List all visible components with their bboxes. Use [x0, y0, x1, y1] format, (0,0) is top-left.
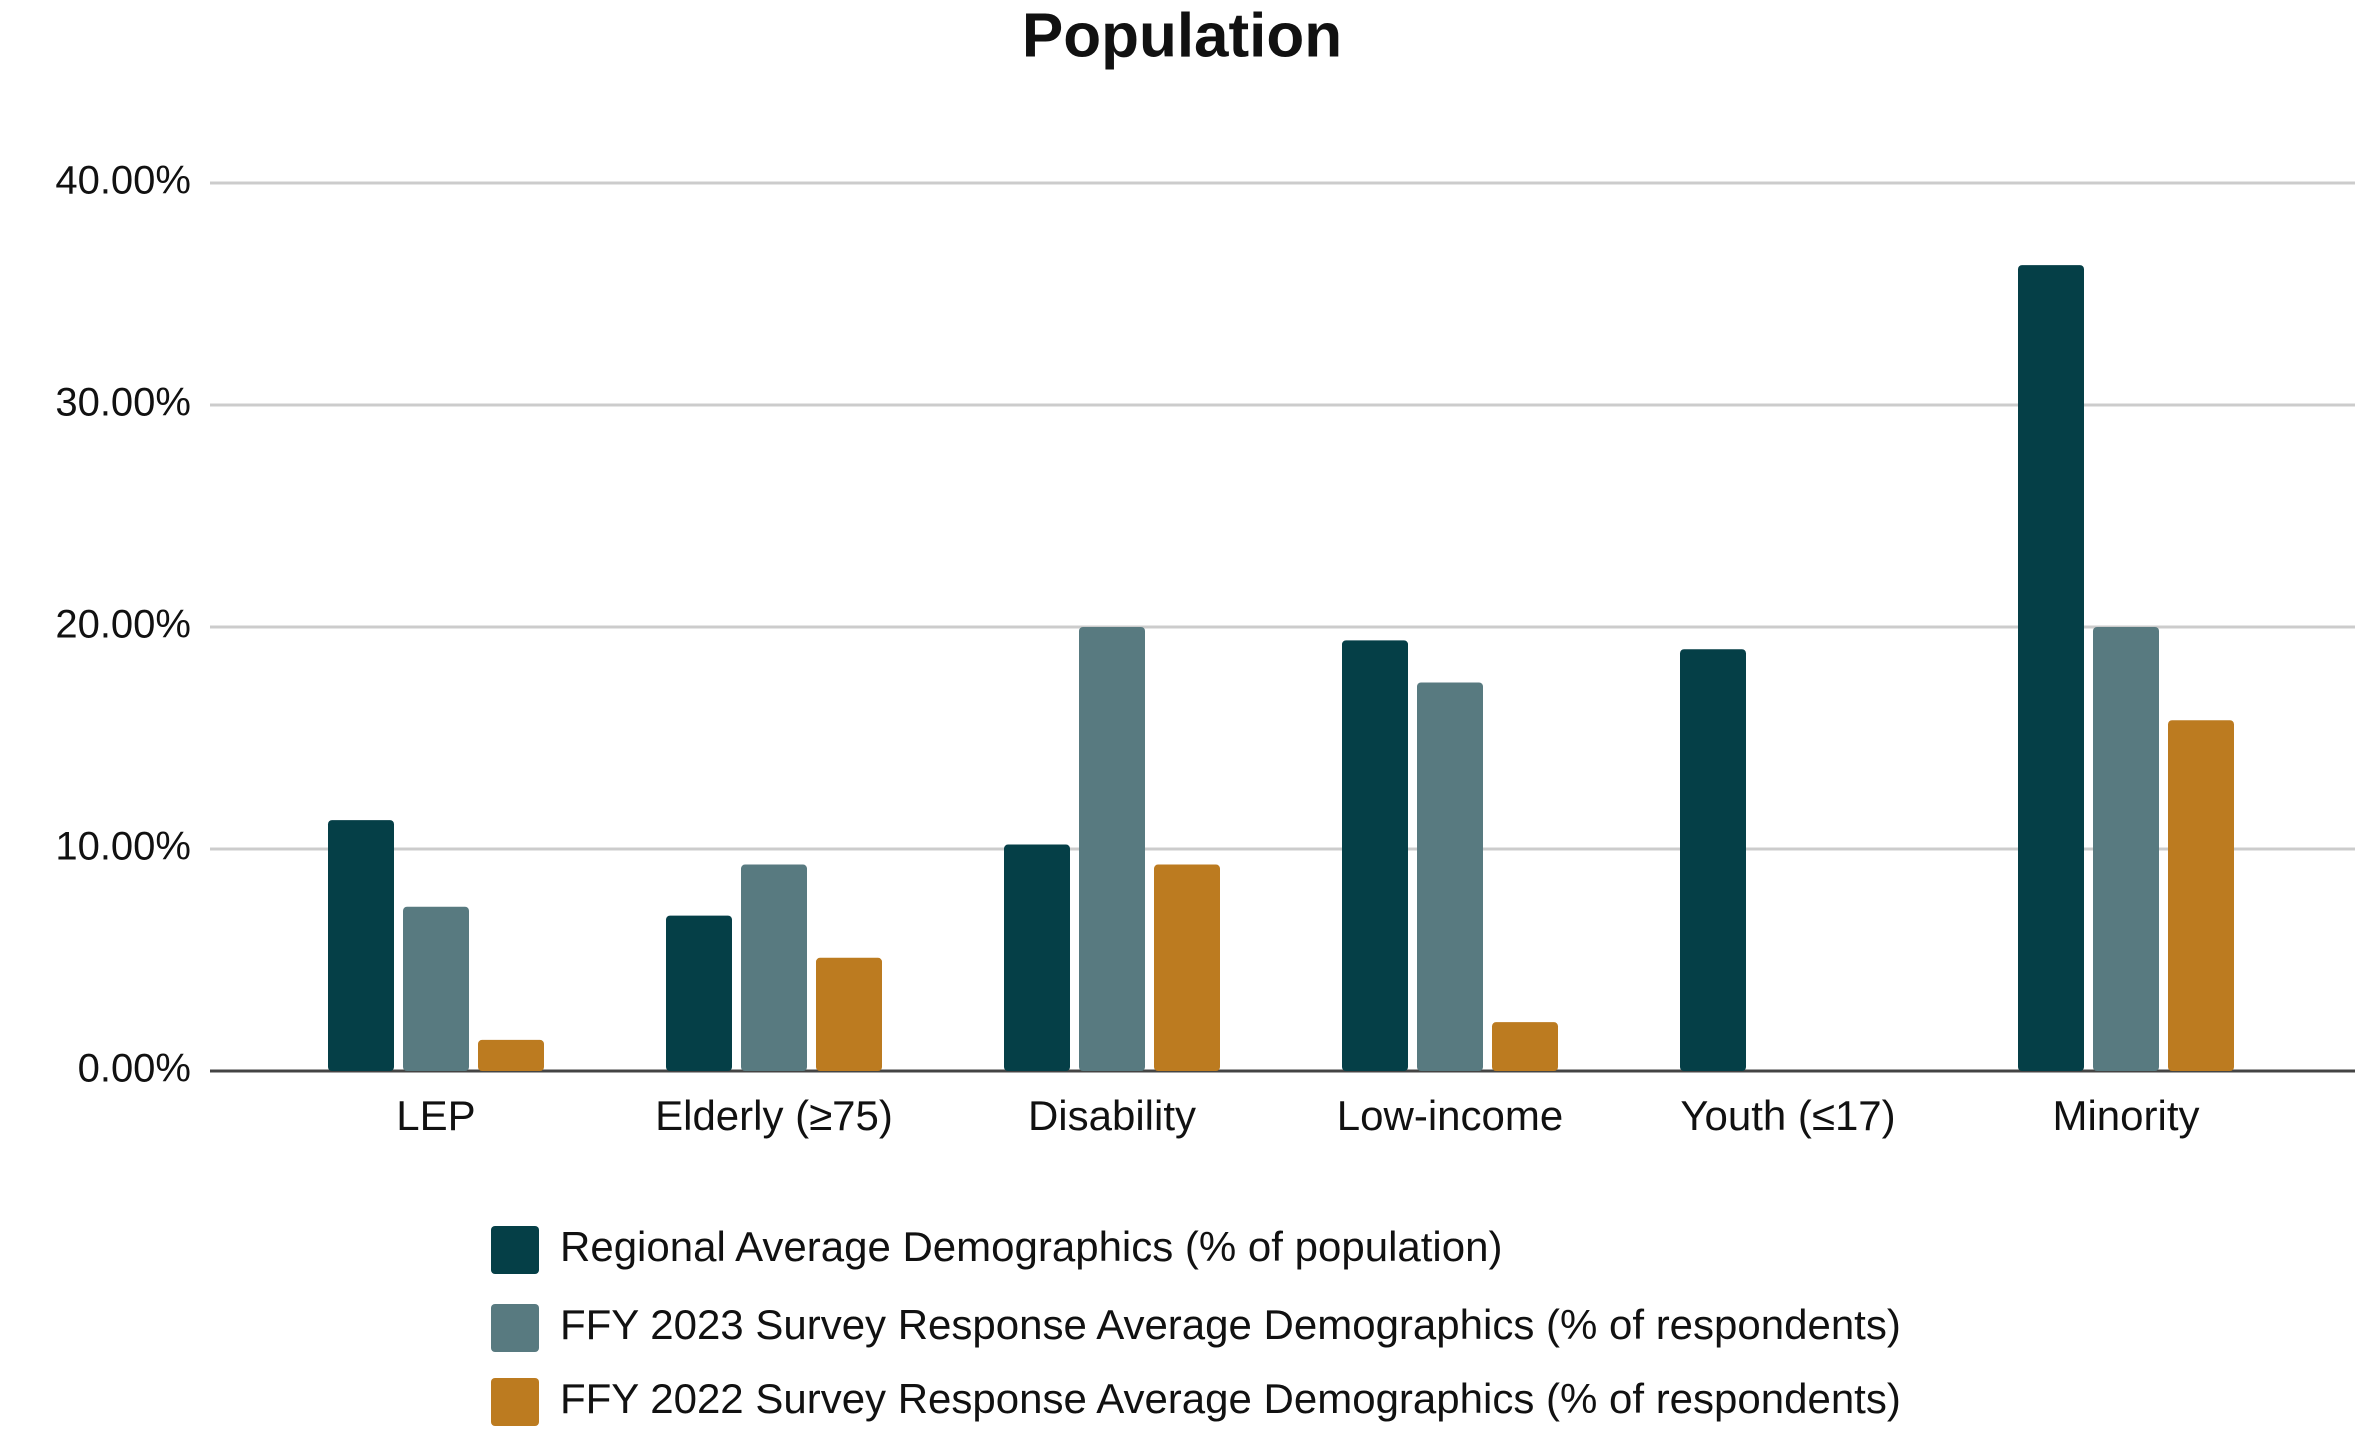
bar [1154, 864, 1220, 1071]
bar [2018, 265, 2084, 1071]
legend-label: Regional Average Demographics (% of popu… [560, 1223, 1502, 1270]
y-tick-label: 0.00% [78, 1047, 191, 1091]
legend-label: FFY 2023 Survey Response Average Demogra… [560, 1301, 1901, 1348]
x-tick-label: Low-income [1337, 1092, 1563, 1139]
x-tick-label: LEP [396, 1092, 475, 1139]
bar [2168, 720, 2234, 1071]
bar [666, 915, 732, 1071]
y-tick-label: 40.00% [55, 159, 191, 203]
legend-label: FFY 2022 Survey Response Average Demogra… [560, 1375, 1901, 1422]
bar [2093, 627, 2159, 1071]
chart-title: Population [1022, 1, 1342, 70]
y-tick-label: 20.00% [55, 603, 191, 647]
bar [816, 957, 882, 1071]
y-tick-label: 30.00% [55, 381, 191, 425]
x-tick-label: Minority [2052, 1092, 2199, 1139]
bar [1079, 627, 1145, 1071]
y-tick-label: 10.00% [55, 825, 191, 869]
legend-swatch [491, 1304, 539, 1352]
legend-swatch [491, 1226, 539, 1274]
bar [741, 864, 807, 1071]
x-tick-label: Disability [1028, 1092, 1196, 1139]
bar [478, 1039, 544, 1071]
x-tick-label: Elderly (≥75) [655, 1092, 893, 1139]
x-tick-label: Youth (≤17) [1680, 1092, 1895, 1139]
bar [328, 820, 394, 1071]
bar [1004, 844, 1070, 1071]
legend-swatch [491, 1378, 539, 1426]
bar [403, 906, 469, 1071]
bar [1342, 640, 1408, 1071]
bar [1417, 682, 1483, 1071]
bar [1492, 1022, 1558, 1071]
bar [1680, 649, 1746, 1071]
